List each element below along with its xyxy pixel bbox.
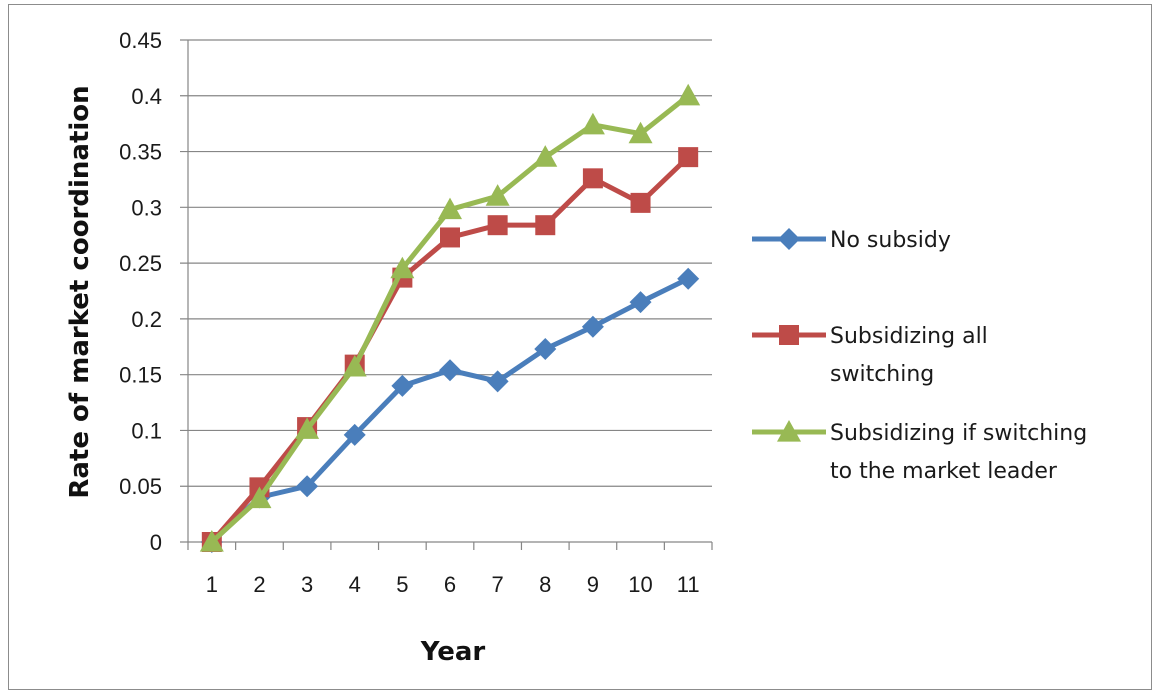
data-point [535,215,556,236]
y-tick-label: 0.4 [131,84,162,109]
y-tick-label: 0.2 [131,307,162,332]
data-point [582,168,603,189]
legend-label: switching [830,362,934,387]
x-axis-ticks: 1 2 3 4 5 6 7 8 9 10 11 [206,572,700,597]
x-tick-label: 9 [587,572,599,597]
legend-item: Subsidizing all switching [752,324,988,387]
y-tick-label: 0.15 [119,363,162,388]
data-point [678,147,699,168]
x-axis-title: Year [420,637,486,667]
data-point [629,291,652,314]
legend-marker [777,420,801,442]
series-line [210,276,690,544]
x-tick-label: 6 [444,572,456,597]
series-group [199,83,701,553]
data-point [342,354,367,377]
y-tick-label: 0.05 [119,474,162,499]
legend-marker [778,228,800,250]
x-tick-label: 4 [349,572,361,597]
data-point [677,267,700,290]
legend-item: Subsidizing if switching to the market le… [752,420,1087,484]
legend-label: No subsidy [830,228,951,253]
x-tick-label: 5 [396,572,408,597]
y-tick-label: 0.35 [119,140,162,165]
x-tick-label: 3 [301,572,313,597]
data-point [343,423,366,446]
x-tick-label: 1 [206,572,218,597]
legend-marker [779,325,799,345]
series-1 [200,267,700,553]
legend-item: No subsidy [752,228,951,253]
y-tick-label: 0.25 [119,251,162,276]
x-tick-label: 2 [253,572,265,597]
data-point [630,192,651,213]
y-tick-label: 0 [150,530,162,555]
legend-label: Subsidizing if switching [830,421,1087,446]
data-point [533,145,558,167]
data-point [581,315,604,338]
data-point [485,184,510,206]
data-point [295,417,320,439]
y-axis-title: Rate of market coordination [65,85,95,498]
data-point [676,83,701,106]
data-point [580,112,605,135]
data-point [487,215,508,236]
y-axis-ticks: 0 0.05 0.1 0.15 0.2 0.25 0.3 0.35 0.4 0.45 [119,28,162,555]
legend-label: to the market leader [830,459,1058,484]
data-point [296,475,319,498]
data-point [486,370,509,393]
data-point [438,197,462,220]
data-point [247,486,272,509]
series-3 [199,83,701,552]
y-tick-label: 0.45 [119,28,162,53]
data-point [628,121,653,144]
data-point [390,256,415,279]
data-point [199,530,224,552]
x-tick-label: 11 [677,572,700,597]
data-point [439,359,461,382]
legend-label: Subsidizing all [830,324,988,349]
y-tick-label: 0.3 [131,195,162,220]
x-tick-label: 7 [492,572,504,597]
x-tick-label: 8 [539,572,551,597]
y-tick-label: 0.1 [131,418,162,443]
chart-frame [8,4,1152,690]
data-point [534,338,557,361]
data-point [391,374,414,397]
x-tick-label: 10 [628,572,652,597]
data-point [440,227,460,248]
gridlines [180,39,713,550]
